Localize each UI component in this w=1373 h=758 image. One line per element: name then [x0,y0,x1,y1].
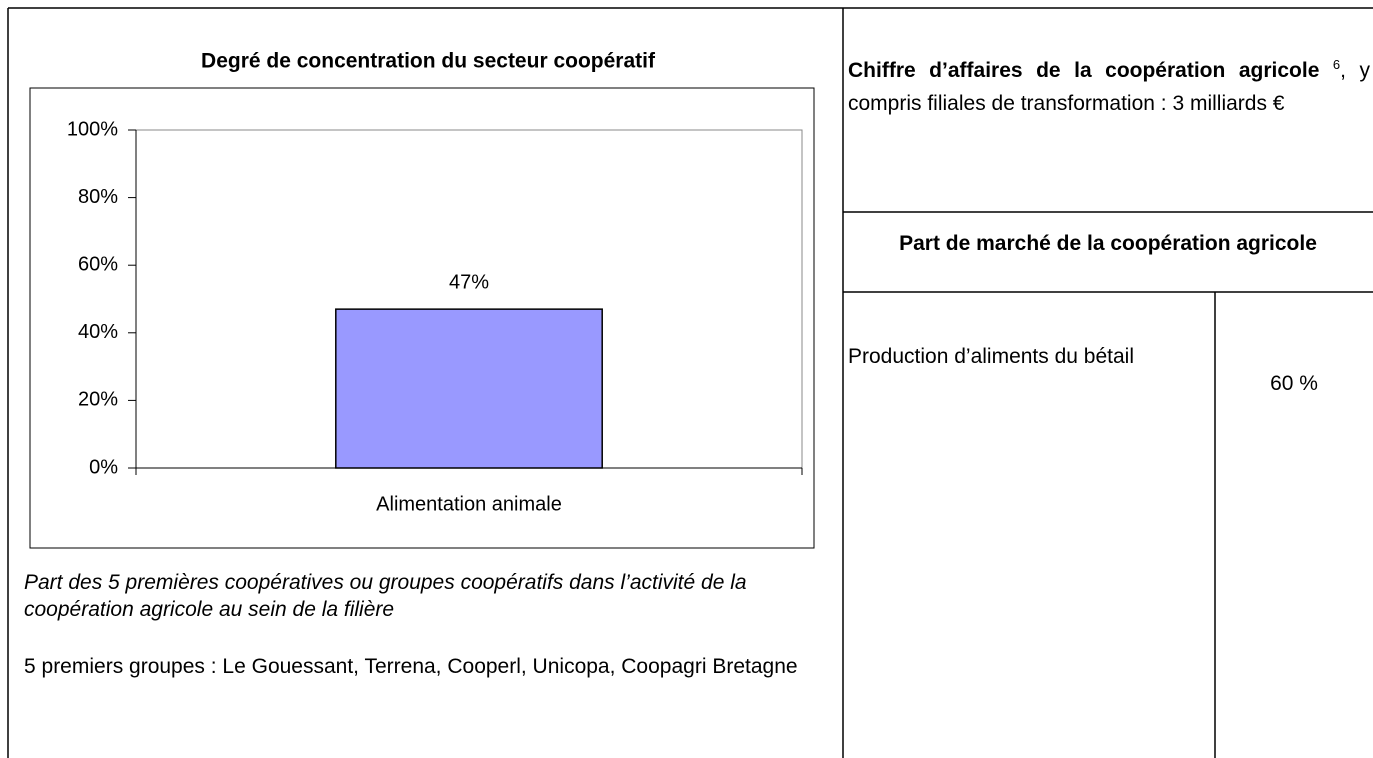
revenue-rest: , y compris filiales de transformation :… [848,59,1370,115]
footnote: 6 [1332,57,1341,72]
x-tick-label: Alimentation animale [376,493,562,515]
y-tick-label: 0% [89,456,118,478]
y-tick-label: 20% [78,389,118,411]
revenue-bold: Chiffre d’affaires de la coopération agr… [848,59,1320,82]
chart-box [29,87,815,549]
y-tick-label: 100% [67,118,118,140]
y-tick-label: 60% [78,253,118,275]
value-label: 47% [449,271,489,293]
groups: 5 premiers groupes : Le Gouessant, Terre… [24,655,798,678]
bar [335,308,603,469]
y-tick-label: 40% [78,321,118,343]
market-heading: Part de marché de la coopération agricol… [899,232,1317,255]
chart-title: Degré de concentration du secteur coopér… [201,50,656,73]
row-value: 60 % [1270,372,1318,395]
caption: Part des 5 premières coopératives ou gro… [24,571,747,621]
y-tick-label: 80% [78,186,118,208]
row-label: Production d’aliments du bétail [848,345,1135,368]
frame [7,7,1373,758]
revenue: Chiffre d’affaires de la coopération agr… [848,48,1370,120]
